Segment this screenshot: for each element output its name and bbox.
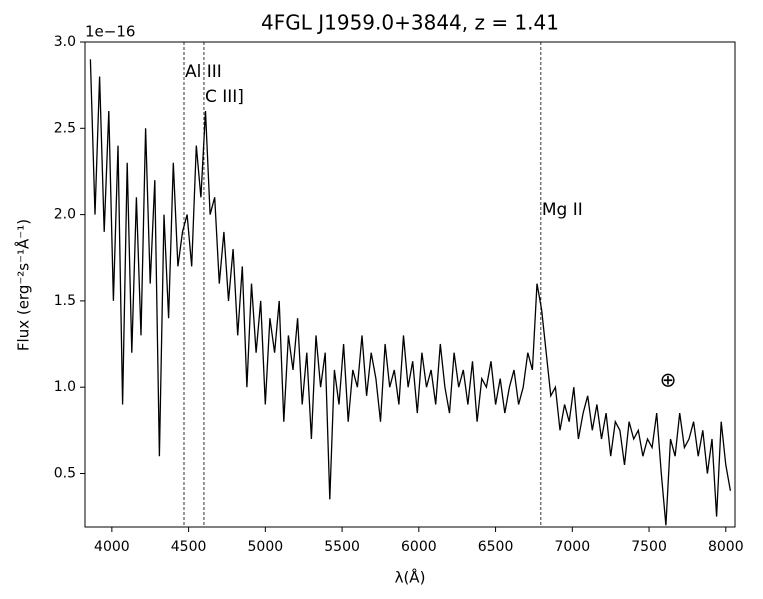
x-axis-label: λ(Å) [395,568,426,587]
x-tick-label: 5000 [248,539,284,555]
y-tick-label: 2.0 [54,207,76,223]
x-tick-label: 7500 [631,539,667,555]
y-tick-label: 1.0 [54,379,76,395]
plot-frame [84,41,736,528]
x-tick-label: 6000 [401,539,437,555]
line-label: Al III [185,62,222,82]
x-tick-label: 4000 [94,539,130,555]
y-tick-label: 1.5 [54,293,76,309]
x-tick-label: 4500 [171,539,207,555]
line-label: Mg II [542,200,583,220]
line-label: C III] [205,87,244,107]
y-tick-label: 2.5 [54,120,76,136]
spectrum-line [89,59,732,526]
x-tick-label: 7000 [554,539,590,555]
chart-title: 4FGL J1959.0+3844, z = 1.41 [261,11,559,35]
y-axis-label: Flux (erg⁻²s⁻¹Å⁻¹) [14,219,33,351]
y-tick-label: 3.0 [54,34,76,50]
y-offset-label: 1e−16 [85,23,135,41]
y-tick-label: 0.5 [54,465,76,481]
annotation: ⊕ [660,368,677,392]
x-tick-label: 8000 [708,539,744,555]
x-tick-label: 5500 [324,539,360,555]
x-tick-label: 6500 [478,539,514,555]
